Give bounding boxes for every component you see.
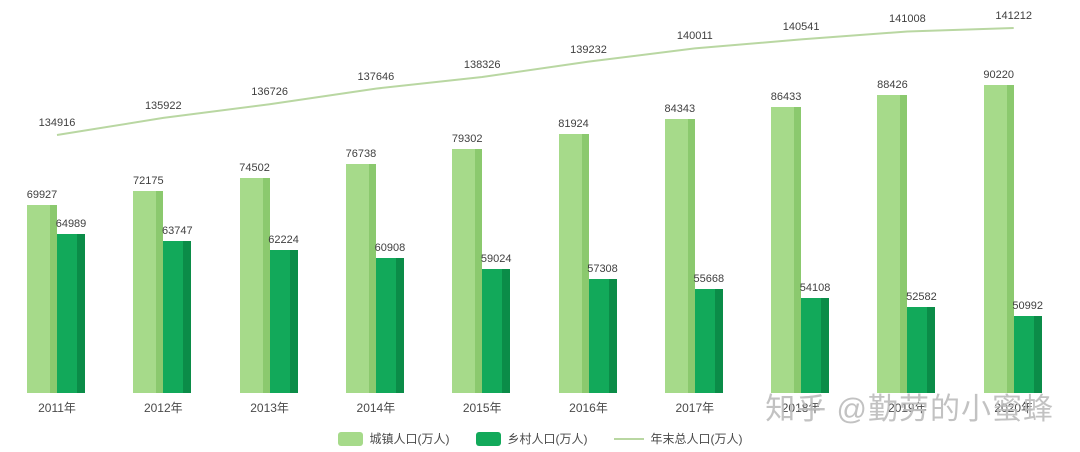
rural-value-label: 63747	[162, 225, 193, 238]
total-value-label: 136726	[251, 86, 288, 99]
urban-value-label: 84343	[664, 103, 696, 116]
x-axis-label: 2011年	[38, 401, 76, 415]
total-line-path	[56, 27, 1014, 136]
urban-value-label: 76738	[345, 148, 377, 161]
x-axis-label: 2020年	[994, 401, 1034, 415]
rural-value-label: 52582	[906, 290, 937, 303]
rural-bar	[588, 279, 617, 393]
total-value-label: 140011	[676, 30, 713, 43]
urban-bar	[558, 133, 589, 393]
urban-value-label: 72175	[133, 175, 164, 188]
urban-bar	[345, 164, 376, 393]
total-value-label: 138326	[463, 59, 501, 72]
urban-value-label: 69927	[26, 188, 58, 201]
urban-value-label: 88426	[877, 79, 908, 92]
urban-value-label: 79302	[451, 133, 483, 146]
rural-value-label: 62224	[268, 234, 299, 247]
legend-item-rural: 乡村人口(万人)	[475, 430, 588, 447]
total-value-label: 135922	[144, 99, 182, 112]
x-axis-label: 2019年	[888, 401, 927, 415]
urban-value-label: 81924	[558, 117, 589, 130]
urban-swatch-icon	[337, 431, 363, 446]
urban-bar	[983, 84, 1014, 393]
urban-bar	[664, 119, 695, 393]
urban-value-label: 74502	[239, 161, 270, 174]
total-value-label: 141212	[995, 10, 1033, 22]
total-value-label: 137646	[357, 70, 395, 83]
urban-bar	[133, 191, 164, 393]
chart-legend: 城镇人口(万人) 乡村人口(万人) 年末总人口(万人)	[0, 430, 1080, 447]
rural-value-label: 59024	[480, 252, 512, 265]
legend-item-urban: 城镇人口(万人)	[337, 430, 450, 447]
rural-bar	[57, 233, 85, 393]
urban-bar	[452, 149, 483, 393]
rural-bar	[269, 250, 298, 393]
rural-value-label: 57308	[587, 263, 618, 276]
rural-bar	[163, 241, 192, 393]
legend-total-label: 年末总人口(万人)	[650, 432, 743, 446]
x-axis-label: 2015年	[462, 401, 502, 415]
rural-swatch-icon	[475, 431, 501, 446]
x-axis-label: 2013年	[250, 401, 289, 415]
x-axis-label: 2016年	[569, 401, 608, 415]
rural-value-label: 55668	[693, 272, 725, 285]
x-axis-label: 2012年	[143, 401, 183, 415]
total-value-label: 134916	[38, 117, 76, 129]
rural-value-label: 64989	[55, 217, 87, 230]
legend-rural-label: 乡村人口(万人)	[507, 432, 588, 446]
urban-bar	[239, 177, 270, 393]
rural-bar	[694, 288, 723, 393]
line-swatch-icon	[613, 437, 644, 440]
x-axis-label: 2018年	[781, 401, 821, 415]
total-value-label: 141008	[889, 13, 926, 26]
x-axis-label: 2014年	[356, 401, 396, 415]
rural-bar	[801, 297, 830, 393]
urban-bar	[27, 204, 57, 393]
watermark: 知乎 @勤劳的小蜜蜂	[765, 393, 1054, 426]
urban-bar	[771, 107, 802, 393]
total-value-label: 140541	[782, 21, 820, 34]
total-value-label: 139232	[570, 43, 607, 56]
rural-bar	[375, 257, 404, 393]
urban-value-label: 86433	[770, 91, 802, 104]
rural-bar	[907, 306, 936, 393]
legend-item-total: 年末总人口(万人)	[613, 430, 743, 447]
rural-value-label: 54108	[799, 281, 831, 294]
legend-urban-label: 城镇人口(万人)	[369, 432, 450, 446]
urban-bar	[877, 95, 908, 393]
urban-value-label: 90220	[983, 68, 1014, 81]
x-axis-label: 2017年	[675, 401, 715, 415]
rural-bar	[1013, 316, 1042, 393]
rural-value-label: 60908	[374, 241, 406, 254]
rural-value-label: 50992	[1012, 300, 1043, 313]
rural-bar	[482, 268, 511, 393]
